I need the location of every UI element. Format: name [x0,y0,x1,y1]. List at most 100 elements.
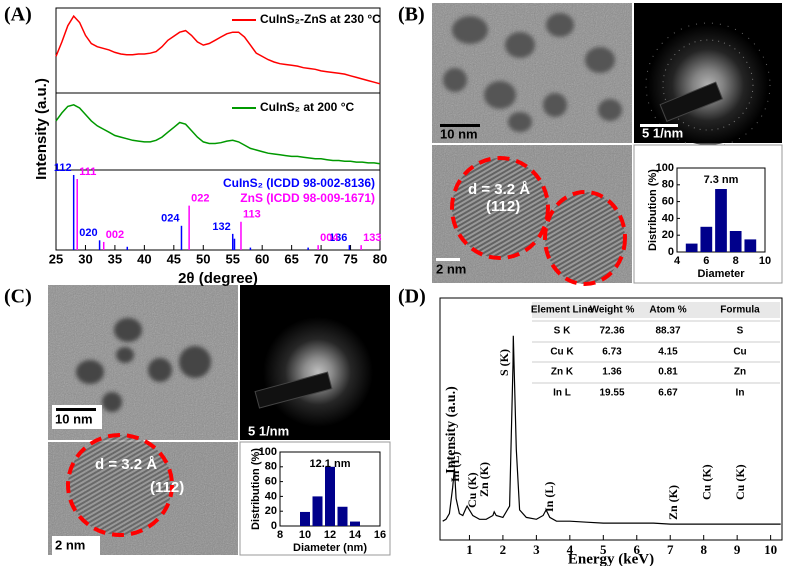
tem-label: 10 nm [440,126,478,141]
y-axis-label: Intensity (a.u.) [444,386,459,474]
bar [350,521,360,526]
bar [685,243,698,252]
table-cell: S K [554,326,571,337]
reference-label: 113 [243,209,261,221]
x-tick-label: 8 [700,542,707,557]
bar [744,239,757,252]
xrd-curve [55,103,381,165]
y-tick-label: 80 [265,461,277,473]
table-cell: Zn [734,367,746,378]
x-tick-label: 12 [324,529,336,541]
panel-label: (D) [398,286,426,308]
reference-name: CuInS₂ (ICDD 98-002-8136) [223,176,375,190]
bar [700,226,713,252]
xrd-curve [55,14,381,85]
panel-label: (C) [4,286,32,308]
x-tick-label: 2 [500,542,507,557]
x-tick-label: 65 [284,251,298,266]
y-tick-label: 40 [662,212,674,224]
peak-label: S (K) [497,349,511,376]
y-axis-label: Distribution (%) [250,448,262,530]
table-cell: 6.73 [602,347,622,358]
table-cell: Cu K [550,347,574,358]
table-cell: 19.55 [599,388,624,399]
x-tick-label: 55 [225,251,239,266]
x-tick-label: 14 [349,529,362,541]
table-cell: Cu [733,347,746,358]
tem-label: 2 nm [55,537,85,552]
tem-label: 5 1/nm [642,125,683,140]
tem-label: d = 3.2 Å [468,181,530,198]
peak-label: In (L) [448,452,462,482]
y-tick-label: 100 [656,162,674,174]
tem-label: (112) [486,198,520,215]
x-tick-label: 7 [667,542,674,557]
annotation: 12.1 nm [310,458,351,470]
xrd-frame [55,7,381,251]
x-tick-label: 8 [733,255,739,267]
x-tick-label: 70 [314,251,328,266]
y-tick-label: 40 [265,490,277,502]
table-header: Weight % [590,305,635,316]
x-tick-label: 35 [108,251,122,266]
peak-label: Cu (K) [733,464,747,500]
reference-label: 111 [79,166,96,178]
y-tick-label: 80 [662,179,674,191]
annotation: 7.3 nm [704,174,739,186]
x-tick-label: 16 [374,529,386,541]
reference-label: 022 [191,193,209,205]
x-tick-label: 1 [466,542,473,557]
y-tick-label: 0 [271,520,277,532]
x-tick-label: 80 [373,251,387,266]
x-tick-label: 4 [567,542,574,557]
y-tick-label: 20 [662,229,674,241]
y-axis-label: Distribution (%) [647,169,659,251]
x-tick-label: 75 [343,251,357,266]
table-cell: In L [553,388,571,399]
table-cell: 1.36 [602,367,622,378]
x-tick-label: 6 [703,255,709,267]
x-tick-label: 10 [764,542,777,557]
reference-label: 004 [320,232,339,244]
x-tick-label: 9 [734,542,741,557]
table-cell: 0.81 [658,367,678,378]
table-cell: 6.67 [658,388,678,399]
legend-label: CuInS₂-ZnS at 230 °C [260,12,381,26]
bar [312,496,323,526]
table-header: Atom % [649,305,686,316]
eds-spectrum [442,335,781,525]
tem-label: 10 nm [55,411,93,426]
legend-label: CuInS₂ at 200 °C [260,100,354,114]
peak-label: Cu (K) [465,472,479,508]
x-tick-label: 50 [196,251,210,266]
tem-label: 5 1/nm [248,423,289,438]
y-axis-label: Intensity (a.u.) [33,78,50,180]
x-tick-label: 4 [674,255,681,267]
reference-label: 132 [212,221,230,233]
x-axis-label: Energy (keV) [568,551,654,566]
x-tick-label: 8 [277,529,283,541]
table-header-bg [532,302,780,318]
x-tick-label: 40 [137,251,151,266]
reference-label: 136 [329,232,347,244]
tem-label: 2 nm [436,261,466,276]
peak-label: Zn (K) [666,485,680,520]
tem-label: d = 3.2 Å [95,456,157,473]
x-axis-label: Diameter (nm) [293,542,367,554]
tem-image-c [48,285,391,556]
x-axis-label: 2θ (degree) [178,270,258,287]
bar [337,506,348,526]
y-tick-label: 100 [259,446,277,458]
table-cell: 88.37 [655,326,680,337]
table-cell: S [737,326,744,337]
x-tick-label: 6 [634,542,641,557]
peak-label: Zn (K) [477,462,491,497]
table-header: Formula [720,305,760,316]
y-tick-label: 60 [265,476,277,488]
x-tick-label: 30 [78,251,92,266]
bar [715,189,727,252]
reference-name: ZnS (ICDD 98-009-1671) [240,191,375,205]
reference-label: 002 [106,229,124,241]
y-tick-label: 20 [265,505,277,517]
